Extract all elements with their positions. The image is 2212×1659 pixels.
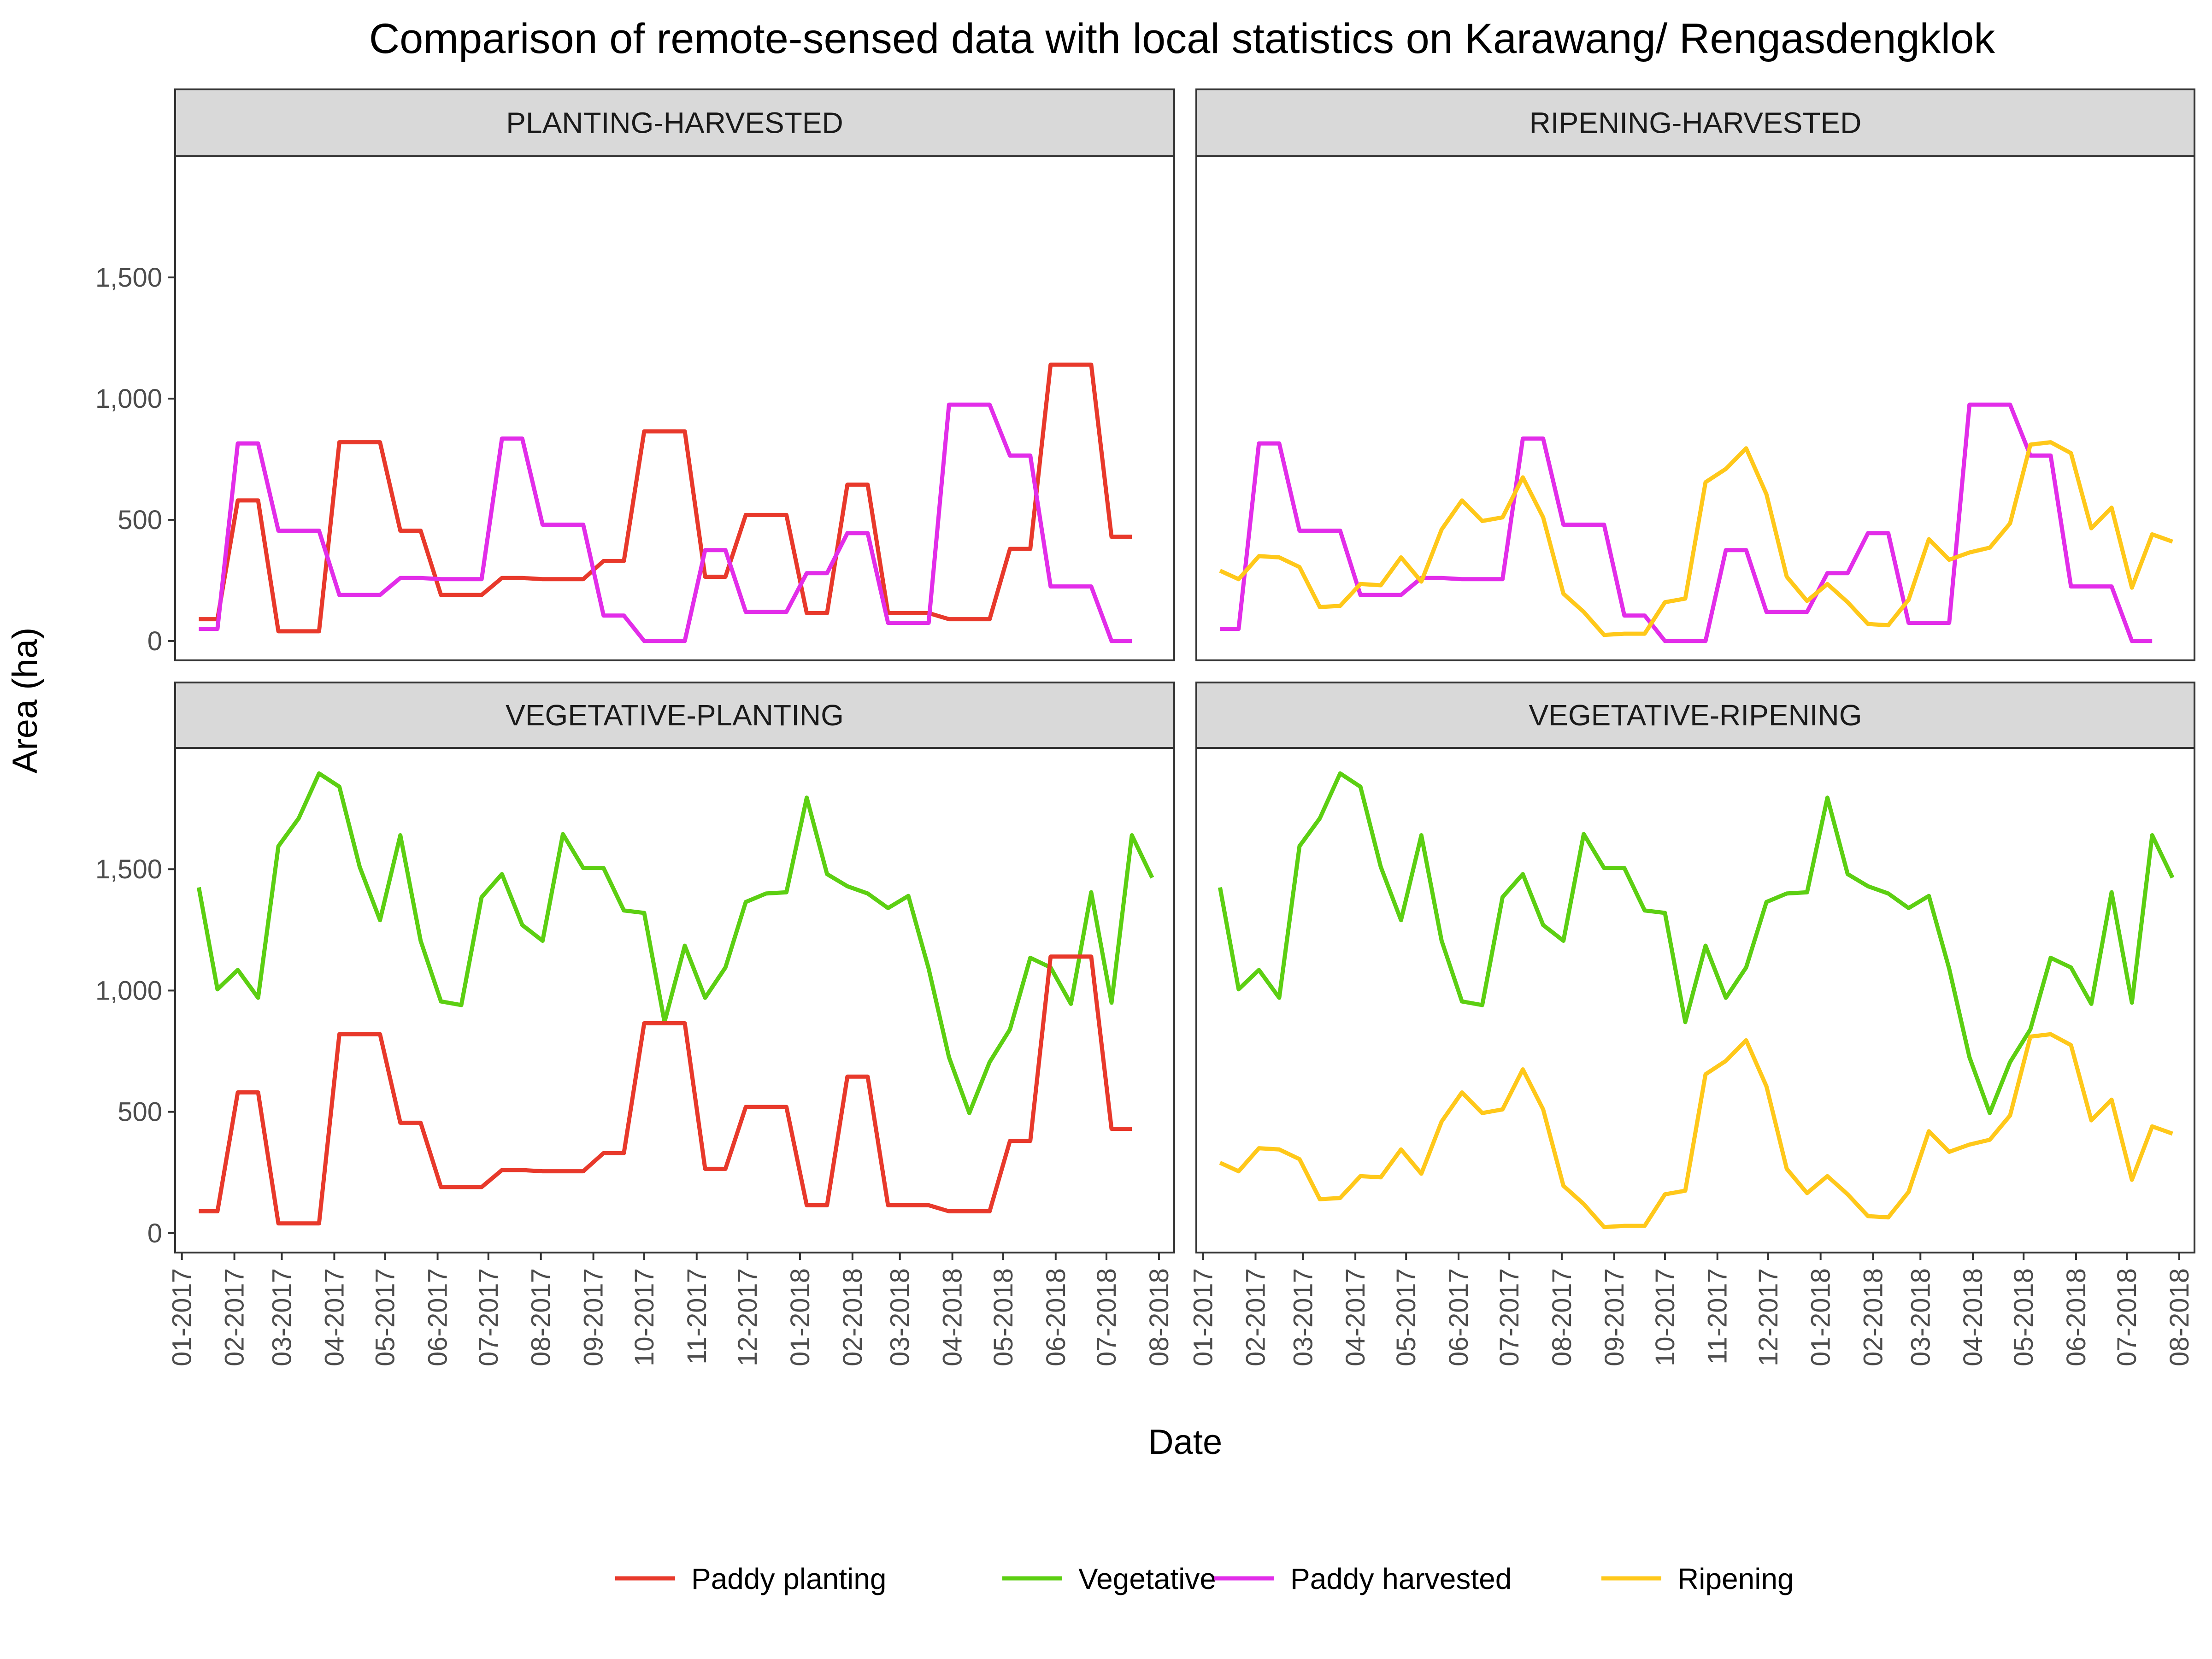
legend-label: Paddy planting	[691, 1562, 886, 1595]
x-tick-label: 06-2018	[1041, 1268, 1071, 1366]
x-tick-label: 07-2017	[474, 1268, 504, 1366]
x-tick-label: 10-2017	[629, 1268, 659, 1366]
x-tick-label: 08-2018	[1144, 1268, 1174, 1366]
x-tick-label: 08-2017	[526, 1268, 556, 1366]
x-tick-label: 07-2017	[1494, 1268, 1524, 1366]
x-tick-label: 06-2017	[423, 1268, 453, 1366]
series-line-ripening	[1219, 1032, 2173, 1230]
x-axis-title: Date	[1148, 1423, 1223, 1462]
y-tick-label: 1,000	[95, 384, 162, 414]
x-tick-label: 02-2017	[1241, 1268, 1271, 1366]
series-line-paddy-planting	[199, 954, 1132, 1226]
x-tick-label: 05-2017	[1391, 1268, 1421, 1366]
x-tick-label: 01-2017	[167, 1268, 197, 1366]
x-tick-label: 03-2018	[1906, 1268, 1936, 1366]
x-tick-label: 03-2018	[885, 1268, 915, 1366]
x-tick-label: 11-2017	[682, 1268, 712, 1365]
series-line-paddy-harvested	[1220, 402, 2153, 643]
x-tick-label: 02-2018	[838, 1268, 868, 1366]
y-tick-label: 0	[147, 626, 162, 656]
y-tick-label: 0	[147, 1218, 162, 1248]
facet-strip	[174, 88, 1175, 157]
x-tick-label: 04-2018	[1958, 1268, 1988, 1366]
x-tick-label: 09-2017	[1600, 1268, 1630, 1366]
y-tick-label: 500	[118, 505, 162, 535]
legend-label: Ripening	[1677, 1562, 1794, 1595]
x-tick-label: 06-2017	[1444, 1268, 1474, 1366]
panel-border	[1195, 747, 2195, 1253]
legend-label: Paddy harvested	[1290, 1562, 1512, 1595]
legend-item-paddy-harvested: Paddy harvested	[1214, 1562, 1512, 1595]
chart-title: Comparison of remote-sensed data with lo…	[369, 15, 1996, 62]
x-tick-label: 03-2017	[1288, 1268, 1318, 1366]
x-tick-label: 12-2017	[733, 1268, 763, 1366]
x-tick-label: 06-2018	[2061, 1268, 2091, 1366]
x-tick-label: 10-2017	[1650, 1268, 1680, 1366]
facet-strip-label: VEGETATIVE-PLANTING	[506, 699, 844, 732]
legend-item-vegetative: Vegetative	[1002, 1562, 1216, 1595]
legend: Paddy planting Vegetative Paddy harvested R…	[615, 1562, 1794, 1595]
facet-strip	[1195, 88, 2195, 157]
x-tick-label: 04-2017	[1341, 1268, 1371, 1366]
x-tick-label: 05-2017	[371, 1268, 400, 1366]
x-tick-label: 07-2018	[1092, 1268, 1122, 1366]
panel-border	[1195, 155, 2195, 661]
x-tick-label: 04-2017	[319, 1268, 349, 1366]
y-axis-title: Area (ha)	[6, 628, 45, 774]
x-tick-label: 04-2018	[938, 1268, 968, 1366]
panel-vegetative-planting: VEGETATIVE-PLANTING 0 500 1,000 1,500 01-2017…	[95, 682, 1175, 1366]
legend-item-ripening: Ripening	[1601, 1562, 1794, 1595]
series-line-vegetative	[196, 771, 1154, 1115]
x-tick-label: 05-2018	[988, 1268, 1018, 1366]
x-tick-label: 01-2017	[1188, 1268, 1218, 1366]
y-tick-label: 1,000	[95, 976, 162, 1006]
x-tick-label: 02-2018	[1859, 1268, 1888, 1366]
panel-frame	[1195, 747, 2195, 1253]
panel-vegetative-ripening: VEGETATIVE-RIPENING 01-2017 02-2017 03-2017…	[1188, 682, 2195, 1366]
x-tick-label: 03-2017	[267, 1268, 297, 1366]
panel-planting-harvested: PLANTING-HARVESTED 0 500 1,000 1,500	[95, 88, 1175, 661]
y-tick-label: 1,500	[95, 854, 162, 884]
series-line-paddy-harvested	[199, 402, 1132, 643]
x-tick-label: 01-2018	[785, 1268, 815, 1366]
x-tick-label: 08-2018	[2165, 1268, 2194, 1366]
x-tick-label: 09-2017	[579, 1268, 609, 1366]
x-tick-label: 01-2018	[1806, 1268, 1836, 1366]
series-line-paddy-planting	[199, 362, 1132, 634]
facet-strip	[174, 682, 1175, 749]
panel-frame	[1195, 155, 2195, 661]
panels-layer: PLANTING-HARVESTED 0 500 1,000 1,500 RIPENING…	[95, 88, 2195, 1366]
panel-frame	[174, 747, 1175, 1253]
x-tick-label: 11-2017	[1703, 1268, 1733, 1365]
panel-ripening-harvested: RIPENING-HARVESTED	[1195, 88, 2195, 661]
legend-item-paddy-planting: Paddy planting	[615, 1562, 886, 1595]
y-tick-label: 500	[118, 1097, 162, 1127]
facet-strip-label: RIPENING-HARVESTED	[1530, 106, 1862, 140]
panel-frame	[174, 155, 1175, 661]
x-tick-label: 07-2018	[2112, 1268, 2142, 1366]
facet-strip-label: VEGETATIVE-RIPENING	[1529, 699, 1862, 732]
y-tick-label: 1,500	[95, 263, 162, 293]
x-tick-label: 05-2018	[2009, 1268, 2039, 1366]
series-line-ripening	[1219, 440, 2173, 637]
series-line-vegetative	[1218, 771, 2175, 1115]
x-tick-label: 12-2017	[1753, 1268, 1783, 1366]
x-tick-label: 08-2017	[1547, 1268, 1577, 1366]
x-tick-label: 02-2017	[220, 1268, 250, 1366]
facet-strip-label: PLANTING-HARVESTED	[506, 106, 843, 140]
legend-label: Vegetative	[1078, 1562, 1216, 1595]
